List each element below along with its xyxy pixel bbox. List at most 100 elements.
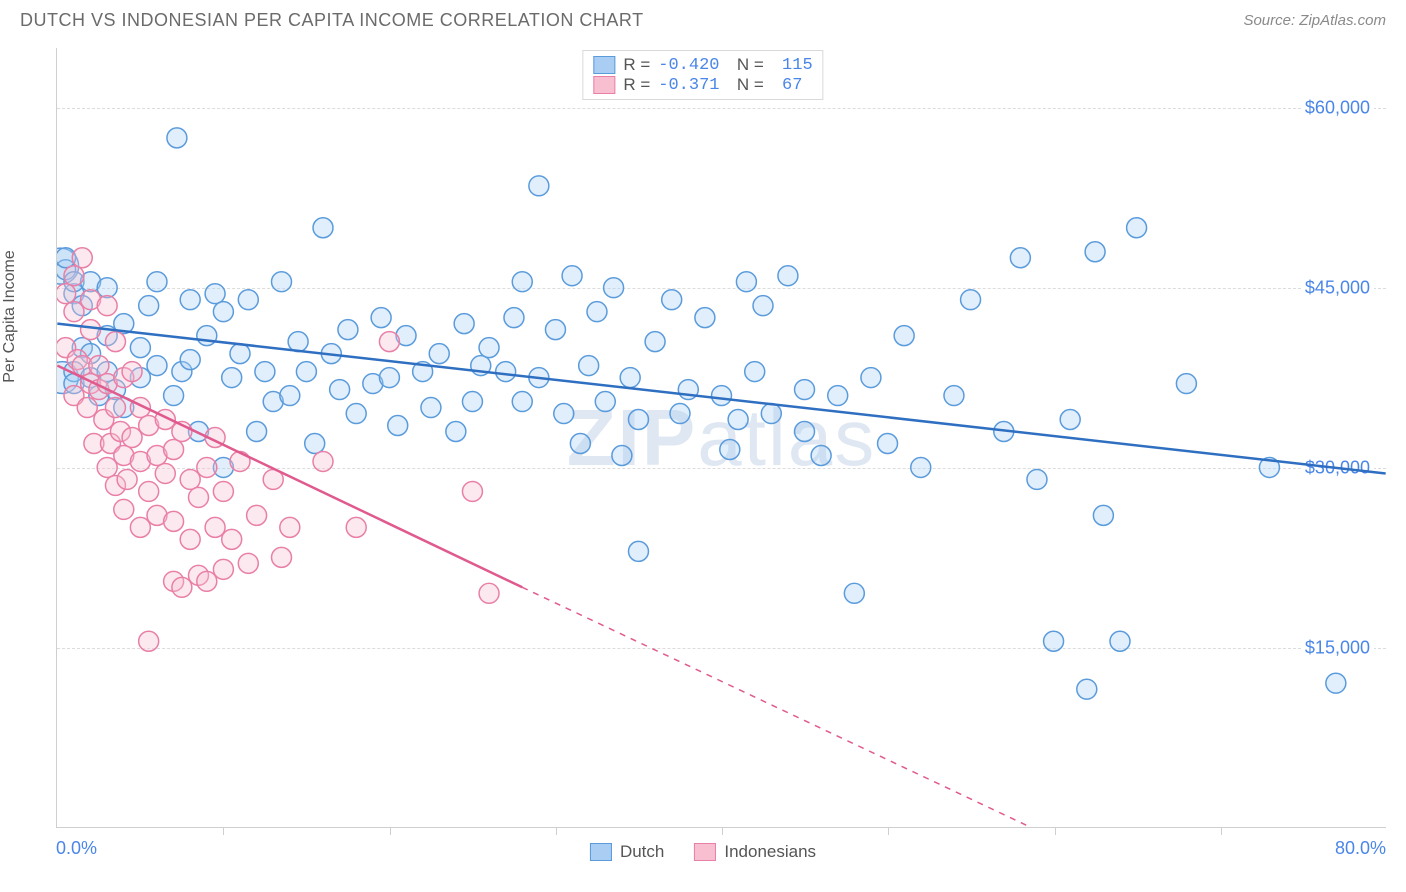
scatter-point — [628, 541, 648, 561]
scatter-point — [462, 481, 482, 501]
scatter-point — [247, 422, 267, 442]
x-tick — [888, 827, 889, 835]
scatter-point — [280, 386, 300, 406]
scatter-point — [197, 571, 217, 591]
scatter-point — [844, 583, 864, 603]
scatter-point — [77, 398, 97, 418]
x-tick — [1055, 827, 1056, 835]
scatter-point — [579, 356, 599, 376]
scatter-point — [944, 386, 964, 406]
scatter-point — [188, 487, 208, 507]
scatter-point — [105, 332, 125, 352]
scatter-point — [272, 547, 292, 567]
scatter-point — [147, 356, 167, 376]
scatter-point — [296, 362, 316, 382]
scatter-point — [446, 422, 466, 442]
scatter-point — [81, 320, 101, 340]
legend-n-value: 67 — [772, 76, 803, 95]
legend-r-value: -0.371 — [658, 76, 719, 95]
scatter-point — [97, 296, 117, 316]
series-legend: DutchIndonesians — [590, 842, 816, 862]
scatter-point — [429, 344, 449, 364]
scatter-point — [122, 362, 142, 382]
scatter-point — [139, 481, 159, 501]
scatter-point — [164, 439, 184, 459]
scatter-point — [753, 296, 773, 316]
scatter-point — [230, 344, 250, 364]
scatter-point — [105, 398, 125, 418]
scatter-point — [330, 380, 350, 400]
scatter-point — [346, 404, 366, 424]
legend-n-label: N = — [727, 75, 763, 95]
x-tick — [1221, 827, 1222, 835]
scatter-point — [662, 290, 682, 310]
scatter-point — [64, 266, 84, 286]
scatter-point — [280, 517, 300, 537]
scatter-point — [180, 290, 200, 310]
scatter-point — [1077, 679, 1097, 699]
correlation-legend: R = -0.420 N = 115R = -0.371 N = 67 — [582, 50, 823, 100]
scatter-point — [89, 356, 109, 376]
scatter-point — [554, 404, 574, 424]
scatter-point — [1044, 631, 1064, 651]
scatter-point — [695, 308, 715, 328]
legend-n-label: N = — [727, 55, 763, 75]
x-axis-max-label: 80.0% — [1335, 838, 1386, 859]
scatter-point — [795, 380, 815, 400]
scatter-point — [496, 362, 516, 382]
scatter-point — [562, 266, 582, 286]
scatter-point — [736, 272, 756, 292]
scatter-point — [213, 559, 233, 579]
correlation-legend-row: R = -0.371 N = 67 — [593, 75, 812, 95]
scatter-point — [712, 386, 732, 406]
scatter-point — [745, 362, 765, 382]
scatter-point — [1176, 374, 1196, 394]
legend-r-value: -0.420 — [658, 56, 719, 75]
scatter-point — [811, 445, 831, 465]
scatter-point — [155, 463, 175, 483]
scatter-point — [338, 320, 358, 340]
scatter-point — [620, 368, 640, 388]
scatter-point — [64, 302, 84, 322]
plot-area: ZIPatlas $15,000$30,000$45,000$60,000 — [56, 48, 1386, 828]
scatter-point — [313, 218, 333, 238]
scatter-point — [305, 434, 325, 454]
scatter-point — [512, 272, 532, 292]
scatter-point — [313, 451, 333, 471]
x-tick — [390, 827, 391, 835]
scatter-point — [114, 499, 134, 519]
legend-swatch — [590, 843, 612, 861]
scatter-point — [612, 445, 632, 465]
scatter-point — [379, 368, 399, 388]
scatter-point — [1085, 242, 1105, 262]
scatter-point — [205, 517, 225, 537]
x-tick — [223, 827, 224, 835]
chart-title: DUTCH VS INDONESIAN PER CAPITA INCOME CO… — [20, 10, 644, 31]
header: DUTCH VS INDONESIAN PER CAPITA INCOME CO… — [0, 0, 1406, 37]
scatter-point — [222, 368, 242, 388]
scatter-point — [164, 386, 184, 406]
scatter-point — [1127, 218, 1147, 238]
scatter-point — [728, 410, 748, 430]
scatter-point — [122, 428, 142, 448]
scatter-point — [230, 451, 250, 471]
scatter-point — [1060, 410, 1080, 430]
scatter-point — [147, 272, 167, 292]
scatter-point — [894, 326, 914, 346]
scatter-point — [117, 469, 137, 489]
scatter-point — [72, 248, 92, 268]
scatter-point — [479, 583, 499, 603]
correlation-legend-row: R = -0.420 N = 115 — [593, 55, 812, 75]
scatter-point — [454, 314, 474, 334]
scatter-point — [57, 284, 76, 304]
scatter-point — [272, 272, 292, 292]
scatter-point — [139, 631, 159, 651]
legend-n-value: 115 — [772, 56, 813, 75]
series-legend-item: Indonesians — [694, 842, 816, 862]
scatter-point — [379, 332, 399, 352]
x-tick — [722, 827, 723, 835]
scatter-point — [570, 434, 590, 454]
scatter-point — [421, 398, 441, 418]
scatter-point — [213, 302, 233, 322]
scatter-point — [197, 326, 217, 346]
